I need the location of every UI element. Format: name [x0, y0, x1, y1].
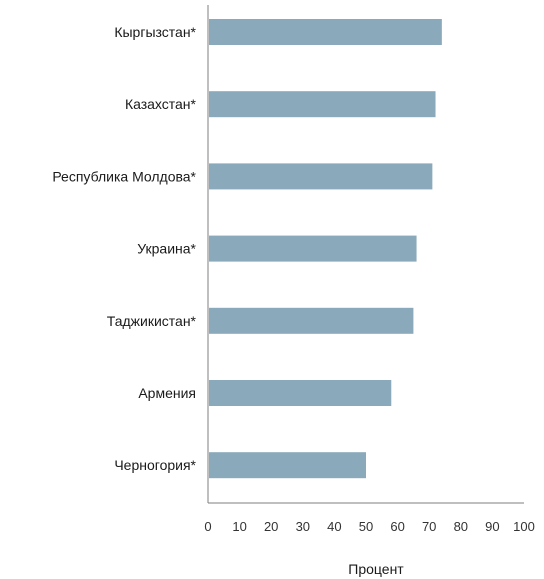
x-tick-label: 40: [327, 519, 341, 534]
bar-5: [209, 307, 414, 334]
category-label: Черногория*: [114, 457, 196, 473]
x-tick-label: 90: [485, 519, 499, 534]
x-tick-label: 50: [359, 519, 373, 534]
category-labels: Кыргызстан* Казахстан* Республика Молдова*…: [52, 24, 196, 473]
x-tick-label: 0: [204, 519, 211, 534]
category-label: Армения: [138, 385, 196, 401]
bar-7: [209, 452, 366, 479]
bar-6: [209, 380, 392, 406]
category-label: Республика Молдова*: [52, 168, 196, 184]
x-tick-label: 20: [264, 519, 278, 534]
x-tick-label: 80: [454, 519, 468, 534]
x-tick-label: 70: [422, 519, 436, 534]
category-label: Украина*: [137, 241, 196, 257]
category-label: Казахстан*: [125, 96, 197, 112]
bar-1: [209, 19, 442, 45]
category-label: Таджикистан*: [107, 313, 197, 329]
x-tick-label: 10: [232, 519, 246, 534]
x-tick-label: 100: [513, 519, 535, 534]
bar-3: [209, 163, 433, 190]
bars-group: [209, 19, 442, 479]
bar-4: [209, 235, 417, 262]
x-tick-label: 30: [296, 519, 310, 534]
x-axis-title: Процент: [348, 561, 404, 577]
x-tick-labels: 0 10 20 30 40 50 60 70 80 90 100: [204, 519, 534, 534]
bar-2: [209, 91, 436, 118]
category-label: Кыргызстан*: [114, 24, 196, 40]
x-tick-label: 60: [390, 519, 404, 534]
